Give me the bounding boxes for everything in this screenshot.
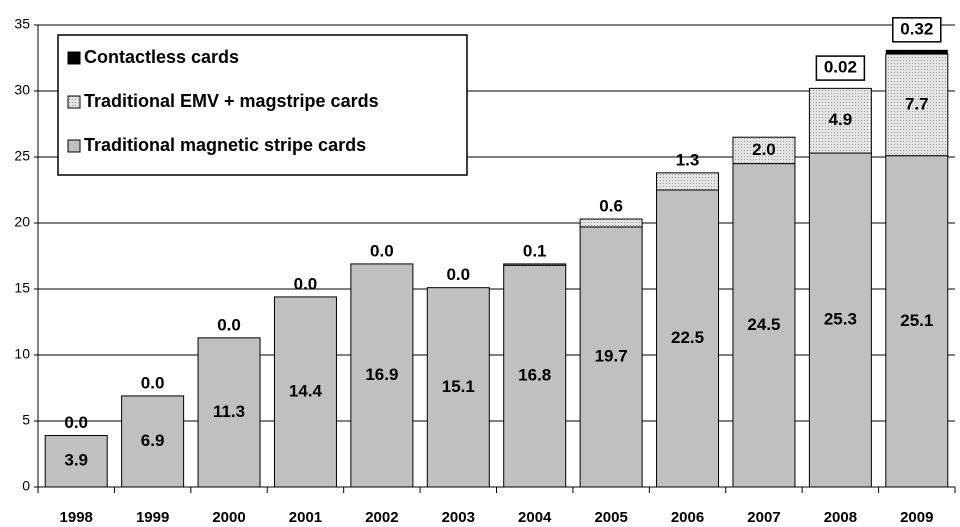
label-bg (436, 376, 481, 399)
x-tick-label: 2000 (212, 509, 245, 526)
bar-segment (885, 53, 949, 157)
label-bg (741, 314, 786, 337)
data-label: 25.3 (824, 310, 857, 329)
label-bg (130, 430, 175, 453)
y-tick-label: 30 (14, 82, 30, 98)
label-bg (359, 364, 404, 387)
y-tick-label: 25 (14, 148, 30, 164)
legend-swatch (67, 51, 81, 65)
label-bg (54, 450, 99, 473)
x-tick-label: 2001 (289, 509, 322, 526)
data-label: 0.6 (599, 197, 623, 216)
data-label: 2.0 (752, 140, 776, 159)
y-tick-label: 0 (22, 478, 30, 494)
x-tick-label: 1999 (136, 509, 169, 526)
data-label: 14.4 (289, 381, 323, 400)
data-label: 0.0 (370, 241, 394, 260)
x-tick-label: 2003 (442, 509, 475, 526)
x-tick-label: 2004 (518, 509, 552, 526)
x-tick-label: 2007 (747, 509, 780, 526)
data-label: 0.0 (64, 413, 88, 432)
data-label: 0.02 (824, 58, 857, 77)
legend-label: Traditional magnetic stripe cards (84, 135, 366, 155)
label-box (892, 17, 942, 43)
label-bg (589, 345, 634, 368)
data-label: 0.0 (217, 315, 241, 334)
bar-segment (503, 263, 567, 266)
legend-swatch (67, 95, 81, 109)
data-label: 4.9 (829, 110, 853, 129)
bar-segment (579, 218, 643, 228)
data-label: 25.1 (900, 311, 933, 330)
label-bg (665, 327, 710, 350)
bar-segment (732, 136, 796, 165)
data-label: 1.3 (676, 150, 700, 169)
data-label: 0.0 (446, 265, 470, 284)
data-label: 19.7 (595, 346, 628, 365)
x-tick-label: 2002 (365, 509, 398, 526)
data-label: 0.0 (141, 373, 165, 392)
y-tick-label: 20 (14, 214, 30, 230)
label-bg (207, 401, 252, 424)
data-label: 0.1 (523, 241, 547, 260)
label-bg (818, 309, 863, 332)
label-bg (894, 310, 939, 333)
data-label: 3.9 (64, 451, 88, 470)
x-tick-label: 2005 (594, 509, 627, 526)
legend-swatch (67, 139, 81, 153)
data-label: 16.9 (365, 365, 398, 384)
x-tick-label: 2008 (824, 509, 857, 526)
bar-segment (656, 172, 720, 191)
x-tick-label: 2009 (900, 509, 933, 526)
data-label: 6.9 (141, 431, 165, 450)
label-bg (512, 365, 557, 388)
data-label: 16.8 (518, 366, 551, 385)
data-label: 11.3 (213, 402, 245, 421)
data-label: 15.1 (442, 377, 475, 396)
label-bg (283, 380, 328, 403)
data-label: 7.7 (905, 94, 929, 113)
y-tick-label: 35 (14, 16, 30, 32)
data-label: 0.32 (900, 19, 933, 38)
y-tick-label: 15 (14, 280, 30, 296)
label-box (815, 55, 866, 81)
x-tick-label: 1998 (60, 509, 93, 526)
legend-label: Contactless cards (84, 47, 239, 67)
data-label: 22.5 (671, 328, 704, 347)
bar-segment (808, 87, 872, 154)
legend-box (57, 34, 468, 176)
data-label: 0.0 (294, 274, 318, 293)
legend-label: Traditional EMV + magstripe cards (84, 91, 379, 111)
y-tick-label: 10 (14, 346, 30, 362)
bar-segment (885, 49, 948, 55)
x-tick-label: 2006 (671, 509, 704, 526)
data-label: 24.5 (747, 315, 780, 334)
y-tick-label: 5 (22, 412, 30, 428)
